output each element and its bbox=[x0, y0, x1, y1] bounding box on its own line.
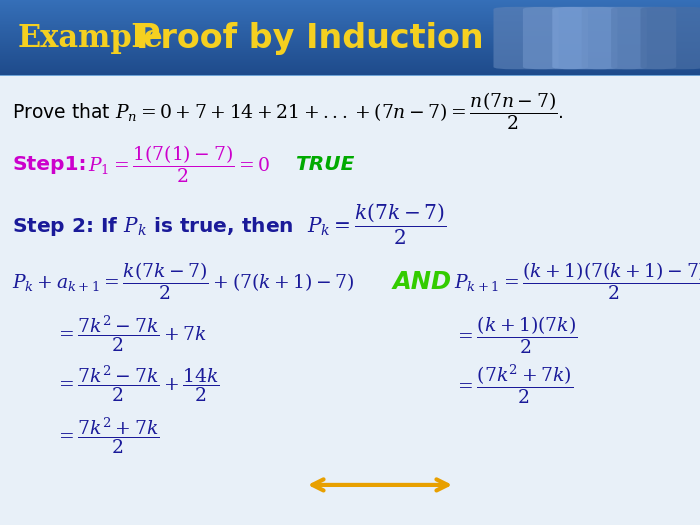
Bar bbox=[0, 68, 700, 69]
Bar bbox=[0, 67, 700, 68]
Bar bbox=[0, 73, 700, 74]
Bar bbox=[0, 66, 700, 67]
Text: TRUE: TRUE bbox=[295, 155, 354, 174]
Bar bbox=[0, 59, 700, 60]
Bar bbox=[0, 57, 700, 58]
Bar bbox=[0, 15, 700, 16]
Bar bbox=[0, 69, 700, 70]
FancyBboxPatch shape bbox=[494, 7, 559, 69]
Bar bbox=[0, 62, 700, 63]
Bar bbox=[0, 49, 700, 50]
Bar bbox=[0, 1, 700, 2]
Bar bbox=[0, 51, 700, 52]
FancyBboxPatch shape bbox=[582, 7, 647, 69]
Text: $=\dfrac{7k^2+7k}{2}$: $=\dfrac{7k^2+7k}{2}$ bbox=[55, 416, 160, 457]
Bar bbox=[0, 56, 700, 57]
Bar bbox=[0, 53, 700, 54]
Bar bbox=[0, 19, 700, 20]
Text: $=\dfrac{(7k^2+7k)}{2}$: $=\dfrac{(7k^2+7k)}{2}$ bbox=[454, 363, 573, 407]
Text: Step1:: Step1: bbox=[12, 155, 87, 174]
Bar bbox=[0, 72, 700, 73]
Bar bbox=[0, 2, 700, 3]
Bar bbox=[0, 12, 700, 13]
Bar bbox=[0, 5, 700, 6]
Bar bbox=[0, 43, 700, 44]
FancyBboxPatch shape bbox=[523, 7, 588, 69]
Bar bbox=[0, 33, 700, 34]
FancyBboxPatch shape bbox=[611, 7, 676, 69]
Bar bbox=[0, 61, 700, 62]
Bar bbox=[0, 20, 700, 22]
Text: $P_k+a_{k+1}=\dfrac{k(7k-7)}{2}+(7(k+1)-7)$: $P_k+a_{k+1}=\dfrac{k(7k-7)}{2}+(7(k+1)-… bbox=[12, 260, 355, 302]
Bar bbox=[0, 47, 700, 48]
Bar bbox=[0, 29, 700, 30]
Bar bbox=[0, 60, 700, 61]
Bar bbox=[0, 34, 700, 35]
Bar bbox=[0, 41, 700, 42]
Bar bbox=[0, 37, 700, 38]
Bar bbox=[0, 14, 700, 15]
Bar bbox=[0, 75, 700, 76]
Bar bbox=[0, 32, 700, 33]
Bar bbox=[0, 74, 700, 75]
Bar bbox=[0, 55, 700, 56]
Bar bbox=[0, 3, 700, 4]
Bar bbox=[0, 6, 700, 7]
Bar bbox=[0, 10, 700, 12]
Bar bbox=[0, 28, 700, 29]
FancyBboxPatch shape bbox=[640, 7, 700, 69]
Bar bbox=[0, 35, 700, 36]
Bar bbox=[0, 18, 700, 19]
Bar bbox=[0, 4, 700, 5]
Bar bbox=[0, 42, 700, 43]
Text: AND: AND bbox=[393, 269, 452, 293]
Text: Step 2: If $P_k$ is true, then  $P_k=\dfrac{k(7k-7)}{2}$: Step 2: If $P_k$ is true, then $P_k=\dfr… bbox=[12, 202, 447, 247]
Bar bbox=[0, 58, 700, 59]
Bar bbox=[0, 52, 700, 54]
Bar bbox=[0, 65, 700, 66]
Bar bbox=[0, 9, 700, 10]
FancyBboxPatch shape bbox=[552, 7, 617, 69]
Bar bbox=[0, 27, 700, 28]
Bar bbox=[0, 17, 700, 18]
Bar bbox=[0, 16, 700, 17]
Bar bbox=[0, 71, 700, 72]
Bar bbox=[0, 23, 700, 24]
Text: Prove that $P_n = 0+7+14+21+...+(7n-7)=\dfrac{n(7n-7)}{2}$.: Prove that $P_n = 0+7+14+21+...+(7n-7)=\… bbox=[12, 90, 564, 132]
Bar bbox=[0, 44, 700, 45]
Bar bbox=[0, 30, 700, 31]
Text: Example: Example bbox=[18, 23, 163, 54]
Bar bbox=[0, 24, 700, 25]
Bar bbox=[0, 36, 700, 37]
Text: $=\dfrac{7k^2-7k}{2}+7k$: $=\dfrac{7k^2-7k}{2}+7k$ bbox=[55, 314, 206, 355]
Bar bbox=[0, 50, 700, 51]
Bar bbox=[0, 40, 700, 41]
Bar bbox=[0, 39, 700, 40]
Bar bbox=[0, 7, 700, 8]
Bar bbox=[0, 38, 700, 39]
Bar bbox=[0, 64, 700, 65]
Text: Proof by Induction: Proof by Induction bbox=[136, 22, 484, 55]
Bar bbox=[0, 25, 700, 26]
Bar bbox=[0, 8, 700, 9]
Bar bbox=[0, 45, 700, 46]
Text: $P_{k+1}=\dfrac{(k+1)(7(k+1)-7)}{2}$: $P_{k+1}=\dfrac{(k+1)(7(k+1)-7)}{2}$ bbox=[454, 260, 700, 302]
Bar bbox=[0, 70, 700, 71]
Bar bbox=[0, 13, 700, 14]
Bar bbox=[0, 31, 700, 32]
Bar bbox=[0, 26, 700, 27]
Bar bbox=[0, 63, 700, 64]
Bar bbox=[0, 54, 700, 55]
Bar bbox=[0, 0, 700, 1]
Text: $=\dfrac{7k^2-7k}{2}+\dfrac{14k}{2}$: $=\dfrac{7k^2-7k}{2}+\dfrac{14k}{2}$ bbox=[55, 364, 220, 405]
Bar bbox=[0, 46, 700, 47]
Bar bbox=[0, 48, 700, 49]
Text: $=\dfrac{(k+1)(7k)}{2}$: $=\dfrac{(k+1)(7k)}{2}$ bbox=[454, 314, 578, 355]
Bar bbox=[0, 22, 700, 23]
Text: $P_1=\dfrac{1(7(1)-7)}{2}=0$: $P_1=\dfrac{1(7(1)-7)}{2}=0$ bbox=[88, 143, 270, 185]
